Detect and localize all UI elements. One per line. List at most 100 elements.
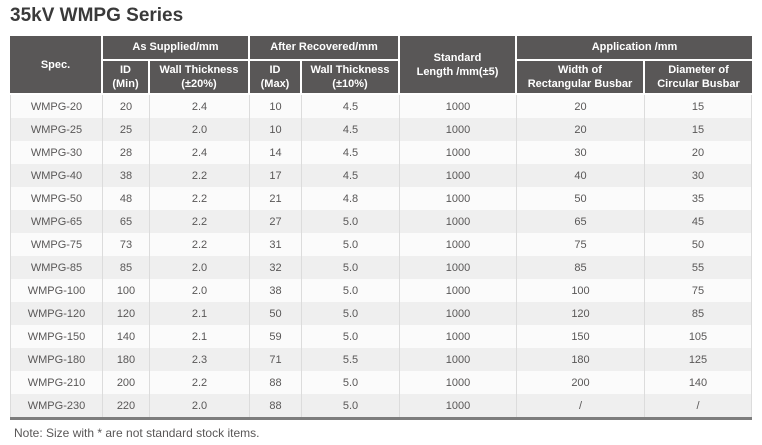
spec-cell: WMPG-20 [10,95,103,119]
id-max-cell: 59 [250,325,302,349]
page-title: 35kV WMPG Series [10,5,184,26]
column-header-wall-thickness-10: Wall Thickness (±10%) [302,61,400,96]
standard-length-cell: 1000 [400,279,517,303]
standard-length-cell: 1000 [400,233,517,257]
width-rectangular-busbar-cell: 200 [517,371,645,395]
column-header-width-rectangular-busbar: Width of Rectangular Busbar [517,61,645,96]
wall-thickness-10-cell: 5.5 [302,348,400,372]
table-row: WMPG-120 120 2.1 50 5.0 1000 120 85 [10,302,752,326]
id-min-cell: 180 [103,348,150,372]
width-rectangular-busbar-cell: 40 [517,164,645,188]
diameter-circular-busbar-cell: 50 [645,233,752,257]
id-min-cell: 85 [103,256,150,280]
wall-thickness-10-cell: 4.5 [302,141,400,165]
diameter-circular-busbar-cell: 20 [645,141,752,165]
table-header: Spec. As Supplied/mm After Recovered/mm … [10,36,752,96]
wall-thickness-20-cell: 2.0 [150,256,250,280]
width-rectangular-busbar-cell: / [517,394,645,418]
wall-thickness-20-cell: 2.4 [150,141,250,165]
table-row: WMPG-150 140 2.1 59 5.0 1000 150 105 [10,325,752,349]
spec-cell: WMPG-75 [10,233,103,257]
standard-length-cell: 1000 [400,348,517,372]
table-row: WMPG-65 65 2.2 27 5.0 1000 65 45 [10,210,752,234]
id-min-cell: 20 [103,95,150,119]
spec-cell: WMPG-65 [10,210,103,234]
spec-table: Spec. As Supplied/mm After Recovered/mm … [10,36,752,421]
id-max-cell: 27 [250,210,302,234]
spec-cell: WMPG-30 [10,141,103,165]
width-rectangular-busbar-cell: 65 [517,210,645,234]
wall-thickness-20-cell: 2.1 [150,325,250,349]
wall-thickness-10-cell: 5.0 [302,279,400,303]
spec-cell: WMPG-25 [10,118,103,142]
id-max-cell: 10 [250,118,302,142]
id-min-cell: 28 [103,141,150,165]
spec-cell: WMPG-230 [10,394,103,418]
column-header-wall-thickness-20: Wall Thickness (±20%) [150,61,250,96]
wall-thickness-20-cell: 2.4 [150,95,250,119]
table-row: WMPG-25 25 2.0 10 4.5 1000 20 15 [10,118,752,142]
spec-cell: WMPG-40 [10,164,103,188]
width-rectangular-busbar-cell: 100 [517,279,645,303]
id-max-cell: 88 [250,394,302,418]
wall-thickness-10-cell: 4.5 [302,95,400,119]
diameter-circular-busbar-cell: 35 [645,187,752,211]
table-row: WMPG-40 38 2.2 17 4.5 1000 40 30 [10,164,752,188]
wall-thickness-10-cell: 5.0 [302,394,400,418]
column-group-as-supplied: As Supplied/mm [103,36,250,61]
standard-length-cell: 1000 [400,95,517,119]
wall-thickness-10-cell: 5.0 [302,371,400,395]
id-min-cell: 200 [103,371,150,395]
id-min-cell: 25 [103,118,150,142]
wall-thickness-20-cell: 2.3 [150,348,250,372]
table-body: WMPG-20 20 2.4 10 4.5 1000 20 15 WMPG-25 25 2.0 10 4… [10,95,752,418]
id-min-cell: 38 [103,164,150,188]
standard-length-cell: 1000 [400,394,517,418]
wall-thickness-20-cell: 2.2 [150,187,250,211]
id-max-cell: 14 [250,141,302,165]
table-row: WMPG-100 100 2.0 38 5.0 1000 100 75 [10,279,752,303]
id-max-cell: 21 [250,187,302,211]
width-rectangular-busbar-cell: 20 [517,118,645,142]
id-min-cell: 73 [103,233,150,257]
diameter-circular-busbar-cell: 30 [645,164,752,188]
column-header-standard-length: Standard Length /mm(±5) [400,36,517,96]
diameter-circular-busbar-cell: 15 [645,118,752,142]
wall-thickness-20-cell: 2.2 [150,210,250,234]
diameter-circular-busbar-cell: 45 [645,210,752,234]
spec-cell: WMPG-100 [10,279,103,303]
spec-cell: WMPG-210 [10,371,103,395]
standard-length-cell: 1000 [400,141,517,165]
diameter-circular-busbar-cell: 125 [645,348,752,372]
width-rectangular-busbar-cell: 75 [517,233,645,257]
diameter-circular-busbar-cell: 140 [645,371,752,395]
wall-thickness-20-cell: 2.1 [150,302,250,326]
diameter-circular-busbar-cell: / [645,394,752,418]
column-header-id-min: ID (Min) [103,61,150,96]
id-max-cell: 88 [250,371,302,395]
width-rectangular-busbar-cell: 150 [517,325,645,349]
column-header-id-max: ID (Max) [250,61,302,96]
table-row: WMPG-180 180 2.3 71 5.5 1000 180 125 [10,348,752,372]
standard-length-cell: 1000 [400,302,517,326]
wall-thickness-10-cell: 4.5 [302,164,400,188]
id-max-cell: 71 [250,348,302,372]
column-group-application: Application /mm [517,36,752,61]
standard-length-cell: 1000 [400,210,517,234]
table-row: WMPG-210 200 2.2 88 5.0 1000 200 140 [10,371,752,395]
table-row: WMPG-20 20 2.4 10 4.5 1000 20 15 [10,95,752,119]
id-max-cell: 31 [250,233,302,257]
diameter-circular-busbar-cell: 15 [645,95,752,119]
table-row: WMPG-85 85 2.0 32 5.0 1000 85 55 [10,256,752,280]
id-min-cell: 120 [103,302,150,326]
wall-thickness-10-cell: 4.8 [302,187,400,211]
footnote: Note: Size with * are not standard stock… [14,426,260,441]
table-row: WMPG-230 220 2.0 88 5.0 1000// [10,394,752,418]
id-max-cell: 10 [250,95,302,119]
column-header-diameter-circular-busbar: Diameter of Circular Busbar [645,61,752,96]
wall-thickness-10-cell: 5.0 [302,302,400,326]
spec-cell: WMPG-50 [10,187,103,211]
width-rectangular-busbar-cell: 20 [517,95,645,119]
wall-thickness-10-cell: 5.0 [302,210,400,234]
